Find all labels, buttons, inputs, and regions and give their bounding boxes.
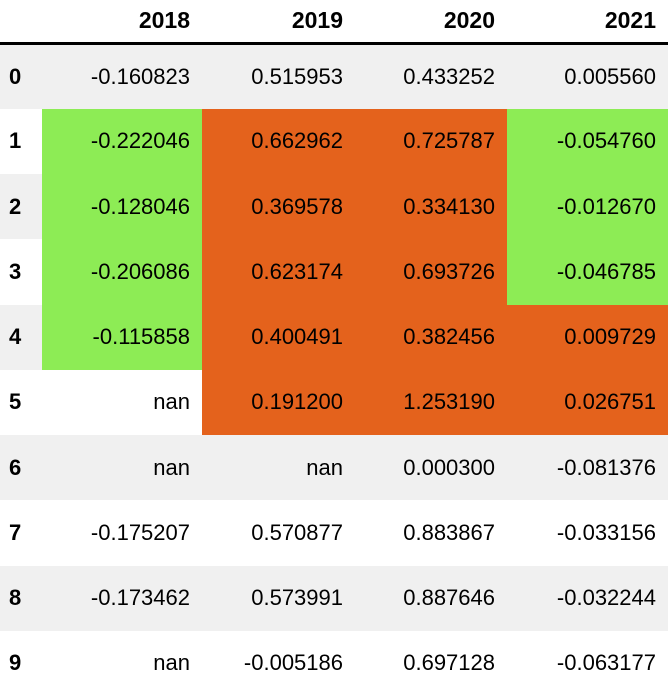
column-header-2020: 2020: [355, 0, 507, 45]
table-row: 4 -0.115858 0.400491 0.382456 0.009729: [0, 304, 668, 370]
index-header-cell: [0, 0, 42, 45]
table-body: 0 -0.160823 0.515953 0.433252 0.005560 1 -0.22…: [0, 43, 668, 696]
data-cell: 0.009729: [507, 304, 668, 370]
data-cell: 0.000300: [355, 435, 507, 501]
data-cell: 0.623174: [202, 239, 355, 305]
table-row: 7 -0.175207 0.570877 0.883867 -0.033156: [0, 500, 668, 565]
data-cell: -0.206086: [42, 239, 202, 305]
data-cell: -0.160823: [42, 43, 202, 109]
data-cell: -0.115858: [42, 304, 202, 370]
data-cell: 0.570877: [251, 519, 343, 545]
data-cell: 0.433252: [355, 43, 507, 109]
data-cell: -0.032244: [507, 565, 668, 631]
data-cell: -0.175207: [90, 519, 190, 545]
row-index-cell: 9: [9, 650, 22, 676]
data-cell: -0.033156: [556, 519, 656, 545]
data-cell: 0.334130: [355, 174, 507, 240]
table-header: 2018 2019 2020 2021: [0, 0, 668, 45]
data-cell: -0.005186: [243, 650, 343, 676]
table-row: 1 -0.222046 0.662962 0.725787 -0.054760: [0, 108, 668, 174]
data-cell: -0.012670: [507, 174, 668, 240]
table-row: 2 -0.128046 0.369578 0.334130 -0.012670: [0, 174, 668, 240]
row-index-cell: 2: [0, 174, 42, 240]
data-cell: 0.662962: [202, 108, 355, 174]
data-cell: 0.400491: [202, 304, 355, 370]
data-cell: 0.005560: [507, 43, 668, 109]
data-cell: 0.887646: [355, 565, 507, 631]
row-index-cell: 0: [0, 43, 42, 109]
data-cell: -0.222046: [42, 108, 202, 174]
table-row: 3 -0.206086 0.623174 0.693726 -0.046785: [0, 239, 668, 305]
data-cell: -0.081376: [507, 435, 668, 501]
table-row: 6 nan nan 0.000300 -0.081376: [0, 435, 668, 501]
data-cell: -0.054760: [507, 108, 668, 174]
header-row: 2018 2019 2020 2021: [0, 0, 668, 45]
column-header-2019: 2019: [202, 0, 355, 45]
table-row: 5 nan 0.191200 1.253190 0.026751: [0, 369, 668, 435]
data-cell: 0.026751: [507, 369, 668, 435]
row-index-cell: 4: [0, 304, 42, 370]
row-index-cell: 3: [9, 258, 22, 284]
data-cell: 0.382456: [355, 304, 507, 370]
data-cell: 0.725787: [355, 108, 507, 174]
data-cell: 0.697128: [403, 650, 495, 676]
data-cell: -0.063177: [556, 650, 656, 676]
data-cell: -0.128046: [42, 174, 202, 240]
row-index-cell: 1: [9, 128, 22, 154]
data-cell: 0.369578: [202, 174, 355, 240]
row-index-cell: 6: [0, 435, 42, 501]
row-index-cell: 8: [0, 565, 42, 631]
row-index-cell: 5: [9, 389, 22, 415]
data-cell: 0.883867: [403, 519, 495, 545]
column-header-2018: 2018: [42, 0, 202, 45]
column-header-2021: 2021: [507, 0, 668, 45]
data-cell: 0.515953: [202, 43, 355, 109]
data-cell: 0.693726: [355, 239, 507, 305]
table-row: 0 -0.160823 0.515953 0.433252 0.005560: [0, 43, 668, 109]
data-cell: nan: [153, 650, 190, 676]
data-cell: nan: [202, 435, 355, 501]
data-cell: -0.046785: [507, 239, 668, 305]
data-cell: 1.253190: [355, 369, 507, 435]
table-row: 9 nan -0.005186 0.697128 -0.063177: [0, 631, 668, 696]
data-cell: 0.191200: [202, 369, 355, 435]
data-cell: -0.173462: [42, 565, 202, 631]
table-row: 8 -0.173462 0.573991 0.887646 -0.032244: [0, 565, 668, 631]
data-cell: nan: [42, 435, 202, 501]
data-cell: 0.573991: [202, 565, 355, 631]
row-index-cell: 7: [9, 519, 22, 545]
data-cell: nan: [153, 389, 190, 415]
